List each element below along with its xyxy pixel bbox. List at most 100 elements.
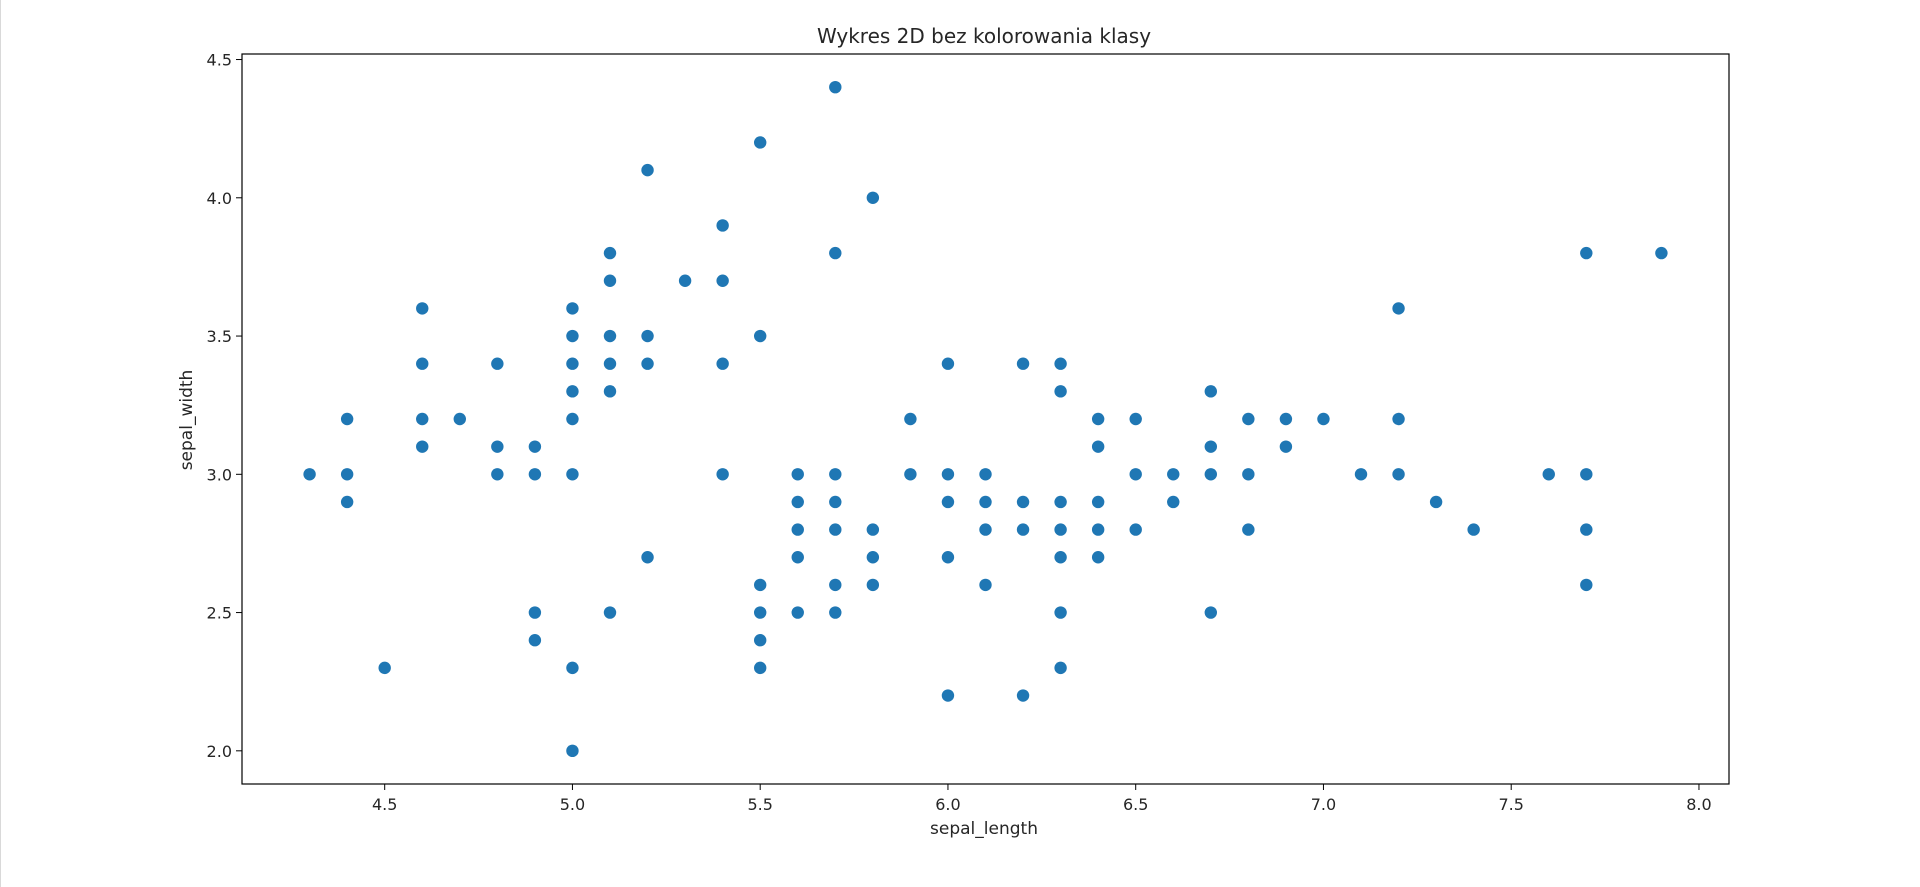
x-tick-label: 5.0 bbox=[560, 795, 585, 814]
data-point bbox=[1016, 495, 1030, 509]
data-point bbox=[1242, 523, 1255, 536]
data-point bbox=[416, 412, 429, 426]
data-points bbox=[303, 80, 1668, 758]
data-point bbox=[1204, 468, 1218, 481]
data-point bbox=[941, 468, 955, 481]
data-point bbox=[1392, 302, 1405, 315]
data-point bbox=[829, 578, 842, 592]
x-tick-label: 5.5 bbox=[747, 795, 772, 814]
data-point bbox=[453, 412, 466, 426]
data-point bbox=[829, 246, 842, 260]
data-point bbox=[491, 468, 504, 481]
y-tick-label: 3.5 bbox=[207, 327, 232, 346]
data-point bbox=[566, 302, 579, 315]
data-point bbox=[1054, 551, 1067, 564]
data-point bbox=[791, 468, 804, 481]
y-tick-label: 4.0 bbox=[207, 189, 232, 208]
data-point bbox=[1242, 468, 1255, 481]
data-point bbox=[753, 661, 767, 675]
data-point bbox=[340, 468, 354, 481]
chart-title: Wykres 2D bez kolorowania klasy bbox=[817, 24, 1151, 48]
data-point bbox=[979, 495, 992, 509]
data-point bbox=[566, 385, 579, 398]
data-point bbox=[1054, 385, 1067, 398]
data-point bbox=[340, 495, 354, 509]
data-point bbox=[1091, 412, 1105, 426]
data-point bbox=[753, 606, 767, 619]
data-point bbox=[528, 606, 542, 619]
data-point bbox=[941, 551, 955, 564]
data-point bbox=[1392, 412, 1405, 426]
data-point bbox=[303, 468, 316, 481]
data-point bbox=[716, 274, 729, 287]
data-point bbox=[528, 468, 542, 481]
data-point bbox=[566, 329, 579, 343]
plot-frame bbox=[241, 53, 1730, 785]
data-point bbox=[566, 357, 579, 370]
y-tick-label: 4.5 bbox=[207, 51, 232, 70]
data-point bbox=[716, 357, 729, 370]
x-tick-label: 4.5 bbox=[372, 795, 397, 814]
data-point bbox=[603, 385, 617, 398]
data-point bbox=[753, 634, 767, 647]
y-axis: 2.0 2.5 3.0 3.5 4.0 4.5 bbox=[207, 51, 242, 761]
data-point bbox=[1091, 551, 1105, 564]
data-point bbox=[566, 744, 579, 758]
y-tick-label: 2.0 bbox=[207, 742, 232, 761]
data-point bbox=[491, 440, 504, 453]
x-tick-label: 7.5 bbox=[1498, 795, 1523, 814]
data-point bbox=[1429, 495, 1443, 509]
x-tick-label: 8.0 bbox=[1686, 795, 1711, 814]
data-point bbox=[791, 606, 804, 619]
data-point bbox=[378, 661, 391, 675]
data-point bbox=[941, 689, 955, 702]
data-point bbox=[1129, 468, 1142, 481]
plot-area bbox=[241, 53, 1730, 785]
data-point bbox=[941, 495, 955, 509]
data-point bbox=[866, 578, 880, 592]
x-tick-label: 6.5 bbox=[1123, 795, 1148, 814]
x-tick-label: 7.0 bbox=[1311, 795, 1336, 814]
data-point bbox=[716, 468, 729, 481]
data-point bbox=[678, 274, 692, 287]
data-point bbox=[716, 219, 729, 232]
data-point bbox=[340, 412, 354, 426]
data-point bbox=[866, 523, 880, 536]
data-point bbox=[603, 329, 617, 343]
y-tick-label: 2.5 bbox=[207, 604, 232, 623]
data-point bbox=[979, 523, 992, 536]
data-point bbox=[641, 357, 654, 370]
data-point bbox=[1016, 357, 1030, 370]
x-axis-label: sepal_length bbox=[930, 819, 1038, 839]
data-point bbox=[641, 163, 654, 177]
data-point bbox=[1354, 468, 1368, 481]
data-point bbox=[829, 606, 842, 619]
data-point bbox=[1054, 495, 1067, 509]
data-point bbox=[791, 523, 804, 536]
data-point bbox=[1091, 523, 1105, 536]
data-point bbox=[866, 191, 880, 204]
data-point bbox=[1016, 523, 1030, 536]
data-point bbox=[416, 357, 429, 370]
data-point bbox=[641, 329, 654, 343]
data-point bbox=[1167, 495, 1180, 509]
data-point bbox=[1279, 412, 1293, 426]
data-point bbox=[829, 495, 842, 509]
data-point bbox=[1317, 412, 1330, 426]
data-point bbox=[566, 468, 579, 481]
data-point bbox=[1542, 468, 1555, 481]
data-point bbox=[1054, 523, 1067, 536]
x-tick-label: 6.0 bbox=[935, 795, 960, 814]
data-point bbox=[603, 357, 617, 370]
data-point bbox=[979, 468, 992, 481]
data-point bbox=[1016, 689, 1030, 702]
data-point bbox=[1242, 412, 1255, 426]
data-point bbox=[1392, 468, 1405, 481]
data-point bbox=[979, 578, 992, 592]
data-point bbox=[416, 302, 429, 315]
data-point bbox=[1580, 246, 1593, 260]
data-point bbox=[491, 357, 504, 370]
data-point bbox=[904, 412, 917, 426]
data-point bbox=[1129, 412, 1142, 426]
data-point bbox=[416, 440, 429, 453]
